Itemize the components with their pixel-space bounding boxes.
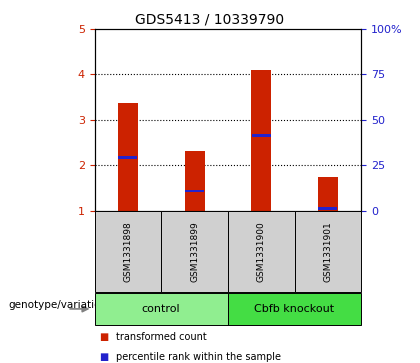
Bar bbox=[184, 151, 205, 211]
Text: GSM1331899: GSM1331899 bbox=[190, 221, 199, 282]
Text: ■: ■ bbox=[99, 332, 108, 342]
Text: percentile rank within the sample: percentile rank within the sample bbox=[116, 352, 281, 362]
Text: GSM1331901: GSM1331901 bbox=[323, 221, 332, 282]
Text: GSM1331900: GSM1331900 bbox=[257, 221, 266, 282]
Text: Cbfb knockout: Cbfb knockout bbox=[255, 304, 335, 314]
Text: ■: ■ bbox=[99, 352, 108, 362]
Text: transformed count: transformed count bbox=[116, 332, 206, 342]
Text: genotype/variation: genotype/variation bbox=[8, 299, 108, 310]
Text: GDS5413 / 10339790: GDS5413 / 10339790 bbox=[135, 13, 285, 27]
Bar bbox=[185, 189, 204, 192]
Bar bbox=[252, 134, 270, 137]
Bar bbox=[318, 176, 338, 211]
Bar bbox=[251, 70, 271, 211]
Text: GSM1331898: GSM1331898 bbox=[123, 221, 132, 282]
Bar bbox=[118, 103, 138, 211]
Bar bbox=[118, 156, 137, 159]
Bar bbox=[318, 207, 337, 209]
Text: control: control bbox=[142, 304, 181, 314]
